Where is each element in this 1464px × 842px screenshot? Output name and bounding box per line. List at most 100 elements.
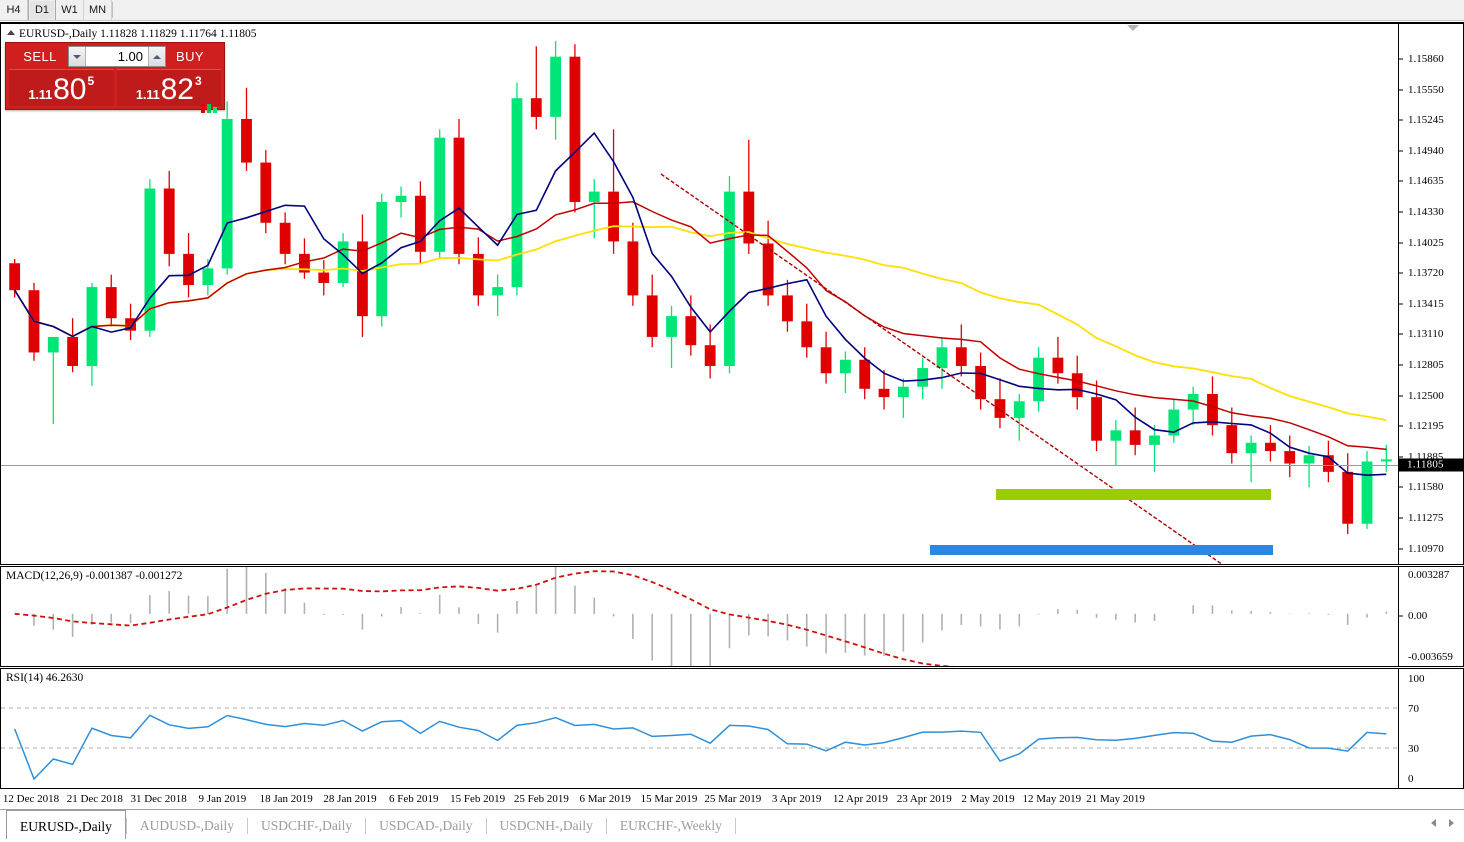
candle-body	[1033, 357, 1044, 402]
chart-tab-audusddaily[interactable]: AUDUSD-,Daily	[139, 818, 234, 833]
candle-body	[453, 137, 465, 254]
candle-body	[241, 118, 252, 163]
date-axis[interactable]: 12 Dec 2018 21 Dec 2018 31 Dec 2018 9 Jan 2…	[0, 790, 1399, 809]
price-axis-tick	[1399, 150, 1403, 152]
candle-body	[762, 243, 774, 296]
volume-stepper[interactable]: 1.00	[68, 46, 166, 67]
one-click-trading-panel[interactable]: SELL 1.00 BUY 1.11 80 5 1.11 82 3	[5, 42, 225, 113]
price-axis-label: 1.12500	[1408, 389, 1444, 402]
chart-tab-usdcnhdaily[interactable]: USDCNH-,Daily	[499, 818, 593, 833]
candle-body	[1245, 442, 1257, 454]
collapse-arrow-icon[interactable]	[7, 30, 15, 35]
price-axis-tick	[1399, 211, 1403, 213]
trendline-resistance[interactable]	[660, 173, 1223, 564]
price-plot-area[interactable]	[1, 24, 1398, 564]
scroll-left-icon[interactable]	[1431, 819, 1436, 827]
sell-price-fraction: 5	[87, 74, 95, 88]
price-pane[interactable]: EURUSD-,Daily 1.11828 1.11829 1.11764 1.…	[0, 23, 1464, 565]
sell-button[interactable]: 1.11 80 5	[9, 69, 114, 106]
date-axis-label: 25 Mar 2019	[704, 793, 762, 805]
date-axis-label: 6 Feb 2019	[389, 793, 439, 805]
toolbar-divider	[112, 2, 113, 18]
rsi-plot-area[interactable]	[1, 669, 1398, 788]
date-axis-label: 31 Dec 2018	[130, 793, 187, 805]
buy-button[interactable]: 1.11 82 3	[116, 69, 221, 113]
date-axis-label: 18 Jan 2019	[259, 793, 313, 805]
resistance-zone-band[interactable]	[996, 489, 1271, 500]
collapse-triangle-icon[interactable]	[1127, 25, 1139, 31]
current-price-tag: 1.11805	[1399, 458, 1463, 472]
candle-body	[878, 388, 890, 398]
tab-divider	[247, 818, 248, 834]
current-price-line	[1, 464, 1398, 466]
price-axis-label: 1.13110	[1408, 328, 1444, 341]
macd-histogram	[33, 567, 1388, 666]
trade-panel-prices: 1.11 80 5 1.11 82 3	[6, 69, 224, 113]
chevron-up-icon	[153, 54, 161, 59]
candle-body	[530, 98, 542, 117]
price-axis-tick	[1399, 119, 1403, 121]
price-axis-tick	[1399, 180, 1403, 182]
timeframe-button-mn[interactable]: MN	[84, 0, 112, 20]
support-zone-band[interactable]	[930, 545, 1273, 555]
rsi-axis[interactable]: 100 70 30 0	[1398, 669, 1463, 788]
candle-body	[588, 191, 600, 202]
chart-tab-usdchfdaily[interactable]: USDCHF-,Daily	[261, 818, 353, 833]
rsi-axis-label: 70	[1408, 703, 1419, 715]
price-axis[interactable]: 1.15860 1.15550 1.15245 1.14940 1.14635 1.143…	[1398, 24, 1463, 564]
date-axis-label: 12 May 2019	[1022, 793, 1082, 805]
date-axis-label: 2 May 2019	[961, 793, 1015, 805]
candle-body	[434, 137, 446, 252]
macd-pane[interactable]: MACD(12,26,9) -0.001387 -0.001272 0.0032…	[0, 566, 1464, 667]
volume-decrement-button[interactable]	[69, 47, 86, 66]
candle-body	[1168, 409, 1180, 436]
candle-body	[492, 287, 504, 296]
volume-increment-button[interactable]	[148, 47, 165, 66]
macd-header: MACD(12,26,9) -0.001387 -0.001272	[6, 570, 183, 582]
candle-body	[1380, 459, 1392, 462]
candle-body	[1071, 373, 1083, 398]
volume-input[interactable]: 1.00	[117, 49, 143, 64]
candle-body	[279, 222, 291, 254]
candle-body	[47, 336, 59, 353]
macd-axis-label: -0.003659	[1408, 651, 1453, 663]
macd-plot-area[interactable]	[1, 567, 1398, 666]
candle-body	[646, 295, 658, 337]
candle-body	[299, 253, 310, 273]
date-axis-label: 23 Apr 2019	[896, 793, 952, 805]
buy-label: BUY	[176, 48, 204, 64]
candle-body	[1129, 430, 1141, 445]
timeframe-button-w1[interactable]: W1	[56, 0, 84, 20]
mini-bear-candle-icon	[201, 104, 205, 113]
candle-body	[704, 345, 716, 366]
chart-tab-usdcaddaily[interactable]: USDCAD-,Daily	[379, 818, 473, 833]
symbol-header: EURUSD-,Daily 1.11828 1.11829 1.11764 1.…	[7, 28, 257, 40]
price-axis-tick	[1399, 364, 1403, 366]
mini-doji-candle-icon	[213, 107, 217, 113]
candle-body	[163, 188, 175, 254]
candle-body	[839, 359, 851, 374]
candle-body	[1284, 451, 1296, 464]
candle-body	[202, 268, 214, 286]
rsi-chart-svg	[1, 707, 1398, 781]
scroll-right-icon[interactable]	[1449, 819, 1454, 827]
buy-price-prefix: 1.11	[135, 87, 160, 102]
candle-body	[724, 191, 735, 366]
timeframe-button-h4[interactable]: H4	[0, 0, 28, 20]
price-axis-label: 1.15550	[1408, 83, 1444, 96]
sell-label: SELL	[23, 48, 57, 64]
candle-body	[414, 195, 426, 252]
chart-tab-eurchfweekly[interactable]: EURCHF-,Weekly	[619, 818, 722, 833]
price-axis-label: 1.15860	[1408, 53, 1444, 65]
price-axis-tick	[1399, 333, 1403, 335]
tab-scroll-arrows[interactable]	[1431, 819, 1454, 827]
candle-body	[1342, 471, 1354, 524]
sell-price-big: 80	[53, 73, 87, 106]
timeframe-button-d1[interactable]: D1	[28, 0, 56, 20]
candle-body	[569, 56, 581, 202]
rsi-pane[interactable]: RSI(14) 46.2630 100 70 30 0	[0, 668, 1464, 789]
date-axis-label: 28 Jan 2019	[323, 793, 377, 805]
macd-axis[interactable]: 0.003287 0.00 -0.003659	[1398, 567, 1463, 666]
chart-tab-eurusddaily[interactable]: EURUSD-,Daily	[6, 810, 126, 839]
candle-body	[1322, 455, 1334, 472]
